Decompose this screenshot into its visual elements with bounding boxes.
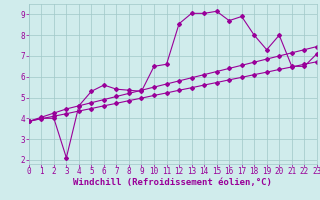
X-axis label: Windchill (Refroidissement éolien,°C): Windchill (Refroidissement éolien,°C)	[73, 178, 272, 187]
